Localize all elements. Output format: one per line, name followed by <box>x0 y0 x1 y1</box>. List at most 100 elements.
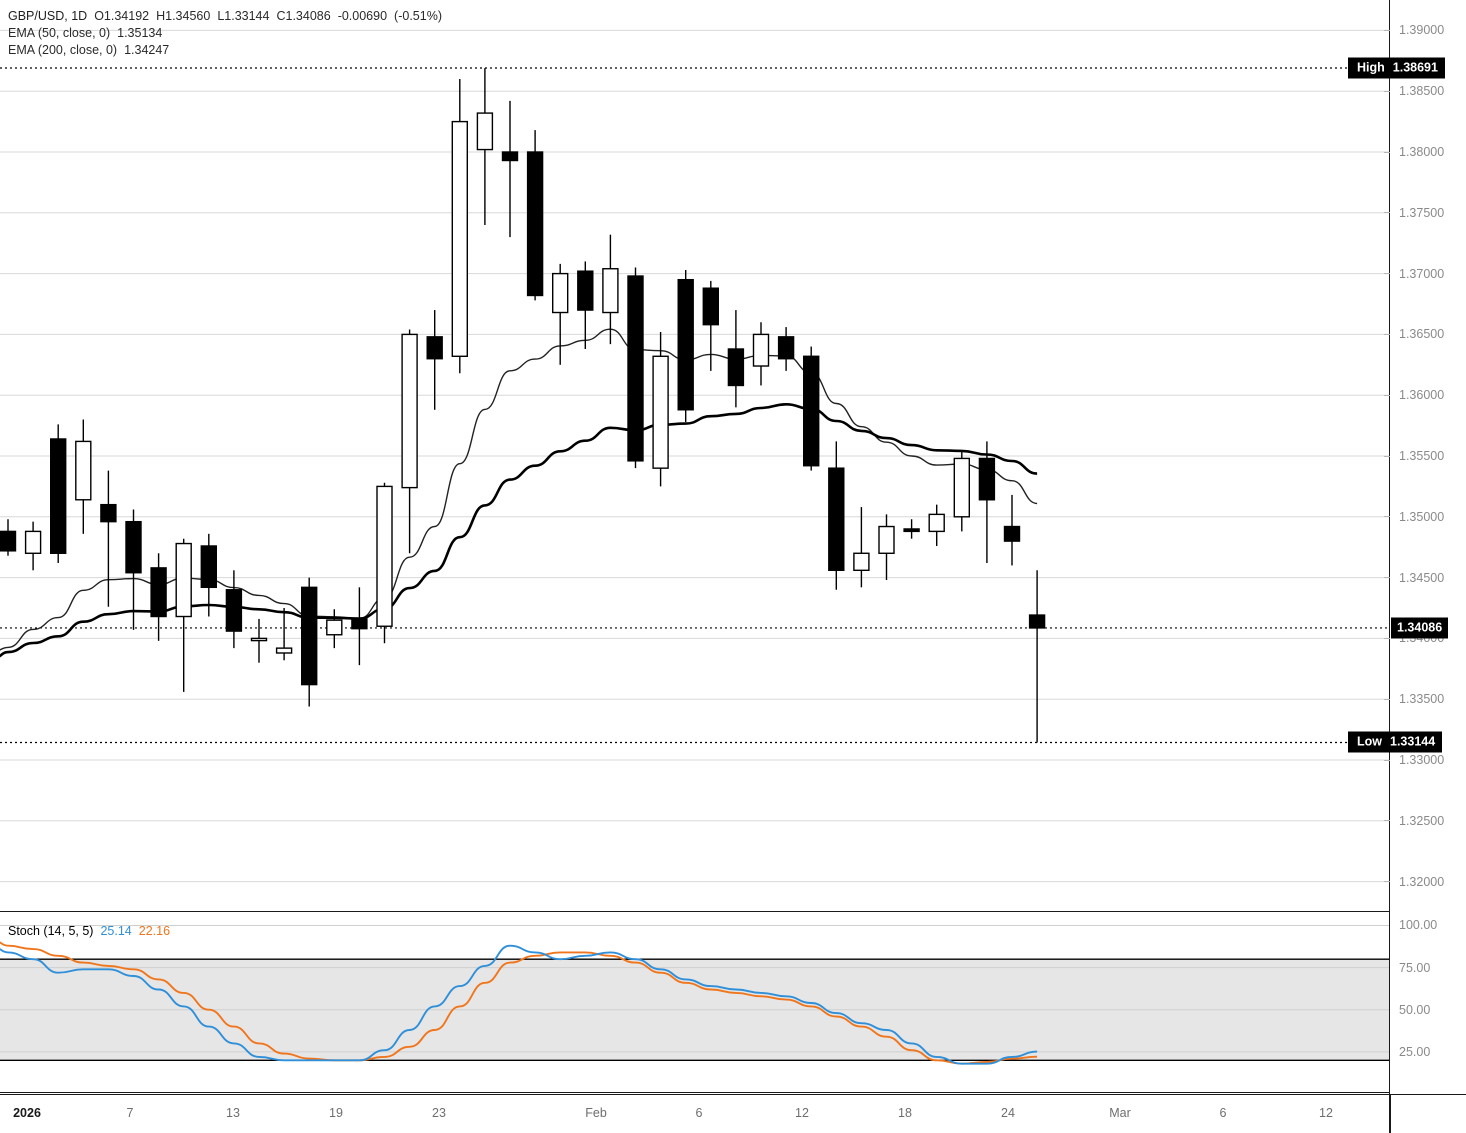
candle-body-bearish <box>1003 525 1021 542</box>
candlestick[interactable] <box>301 577 318 707</box>
price-axis-tick-mark <box>1384 820 1390 822</box>
candle-body-bullish <box>878 525 895 554</box>
candlestick[interactable] <box>225 570 243 649</box>
stochastic-bottom-border <box>0 1092 1389 1094</box>
time-axis-tick: Feb <box>585 1106 607 1120</box>
candle-body-bearish <box>426 336 443 360</box>
price-axis-tick-mark <box>1384 29 1390 31</box>
candle-body-bullish <box>75 440 92 501</box>
pane-divider <box>0 911 1389 913</box>
price-pane[interactable] <box>0 0 1389 912</box>
candle-body-bullish <box>401 333 418 489</box>
price-axis-tick: 1.33500 <box>1399 692 1445 707</box>
candlestick[interactable] <box>125 509 142 630</box>
candlestick[interactable] <box>50 424 67 564</box>
candlestick[interactable] <box>451 79 468 374</box>
last-price-tag: 1.34086 <box>1391 617 1449 639</box>
candlestick[interactable] <box>426 310 443 410</box>
candle-body-bullish <box>752 333 770 367</box>
stochastic-legend: Stoch (14, 5, 5) 25.14 22.16 <box>8 924 170 938</box>
candle-body-bearish <box>0 530 17 552</box>
high-price-tag: High 1.38691 <box>1348 57 1445 79</box>
candlestick[interactable] <box>401 329 418 554</box>
candlestick[interactable] <box>351 587 368 666</box>
price-axis-tick-mark <box>1384 90 1390 92</box>
candlestick[interactable] <box>476 68 494 225</box>
candlestick[interactable] <box>752 322 770 386</box>
price-axis-tick-mark <box>1384 273 1390 275</box>
candlestick[interactable] <box>150 553 167 641</box>
time-axis-tick: 6 <box>1219 1106 1227 1120</box>
candlestick[interactable] <box>1028 570 1046 743</box>
time-axis-tick: 2026 <box>13 1106 41 1120</box>
candlestick[interactable] <box>100 470 117 607</box>
high-tag-label: High <box>1357 60 1385 75</box>
candle-body-bearish <box>577 270 594 311</box>
candle-body-bullish <box>175 542 192 618</box>
candlestick[interactable] <box>953 451 970 532</box>
price-axis-tick: 1.38500 <box>1399 84 1445 99</box>
candlestick[interactable] <box>75 419 92 534</box>
candlestick[interactable] <box>803 346 820 471</box>
price-axis-tick-mark <box>1384 455 1390 457</box>
price-axis-tick-mark <box>1384 698 1390 700</box>
candlestick[interactable] <box>777 327 795 371</box>
candlestick[interactable] <box>0 519 17 556</box>
candle-body-bullish <box>476 112 494 151</box>
stochastic-d-line <box>0 941 1038 1065</box>
price-axis-tick: 1.39000 <box>1399 23 1445 38</box>
candle-body-bullish <box>376 485 393 627</box>
candlestick[interactable] <box>250 618 268 663</box>
candle-body-bearish <box>677 278 694 411</box>
candlestick[interactable] <box>978 441 996 564</box>
time-axis-tick: 7 <box>126 1106 134 1120</box>
candle-body-bearish <box>225 589 243 632</box>
candlestick[interactable] <box>652 331 669 487</box>
candlestick[interactable] <box>677 269 694 422</box>
candlestick[interactable] <box>627 267 644 469</box>
close-value: C1.34086 <box>276 9 331 23</box>
price-axis-tick-mark <box>1384 577 1390 579</box>
candlestick[interactable] <box>501 100 519 238</box>
price-axis-tick: 1.34500 <box>1399 570 1445 585</box>
stochastic-k-value: 25.14 <box>100 924 132 938</box>
price-axis-tick: 1.32500 <box>1399 813 1445 828</box>
candlestick[interactable] <box>1003 494 1021 566</box>
candlestick[interactable] <box>200 533 218 617</box>
price-axis[interactable]: 1.39000 1.38500 1.38000 1.37500 1.37000 1.365… <box>1384 0 1466 1094</box>
candlestick[interactable] <box>376 482 393 644</box>
time-axis-tick: 23 <box>432 1106 446 1120</box>
candle-body-bullish <box>853 552 870 572</box>
candlestick[interactable] <box>853 507 870 588</box>
price-axis-tick: 1.33000 <box>1399 753 1445 767</box>
axis-corner-separator <box>1389 1095 1391 1133</box>
low-price-tag: Low 1.33144 <box>1348 731 1443 753</box>
ema50-value: 1.35134 <box>117 26 163 40</box>
candlestick[interactable] <box>903 519 920 539</box>
candle-body-bearish <box>301 586 318 686</box>
candlestick[interactable] <box>878 514 895 581</box>
candlestick[interactable] <box>577 261 594 349</box>
ema200-label: EMA (200, close, 0) <box>8 43 118 57</box>
candle-body-bearish <box>150 567 167 618</box>
stochastic-pane[interactable] <box>0 912 1389 1094</box>
candlestick[interactable] <box>602 234 619 345</box>
candle-body-bullish <box>552 272 569 314</box>
candlestick[interactable] <box>24 521 42 571</box>
price-axis-tick: 1.36500 <box>1399 327 1445 342</box>
candlestick[interactable] <box>175 538 192 692</box>
candlestick[interactable] <box>702 280 719 371</box>
candlestick[interactable] <box>552 263 569 365</box>
candlestick[interactable] <box>275 608 293 661</box>
candle-body-bearish <box>702 287 719 326</box>
candlestick[interactable] <box>828 441 845 590</box>
candlestick[interactable] <box>928 504 945 546</box>
time-axis[interactable]: 2026 7 13 19 23 Feb 6 12 18 24 Mar 6 12 <box>0 1094 1466 1133</box>
candle-body-bearish <box>125 520 142 574</box>
candlestick[interactable] <box>326 609 343 649</box>
candlestick[interactable] <box>727 310 745 408</box>
stochastic-axis-tick: 25.00 <box>1399 1044 1431 1059</box>
open-value: O1.34192 <box>94 9 150 23</box>
candlestick[interactable] <box>526 130 544 301</box>
